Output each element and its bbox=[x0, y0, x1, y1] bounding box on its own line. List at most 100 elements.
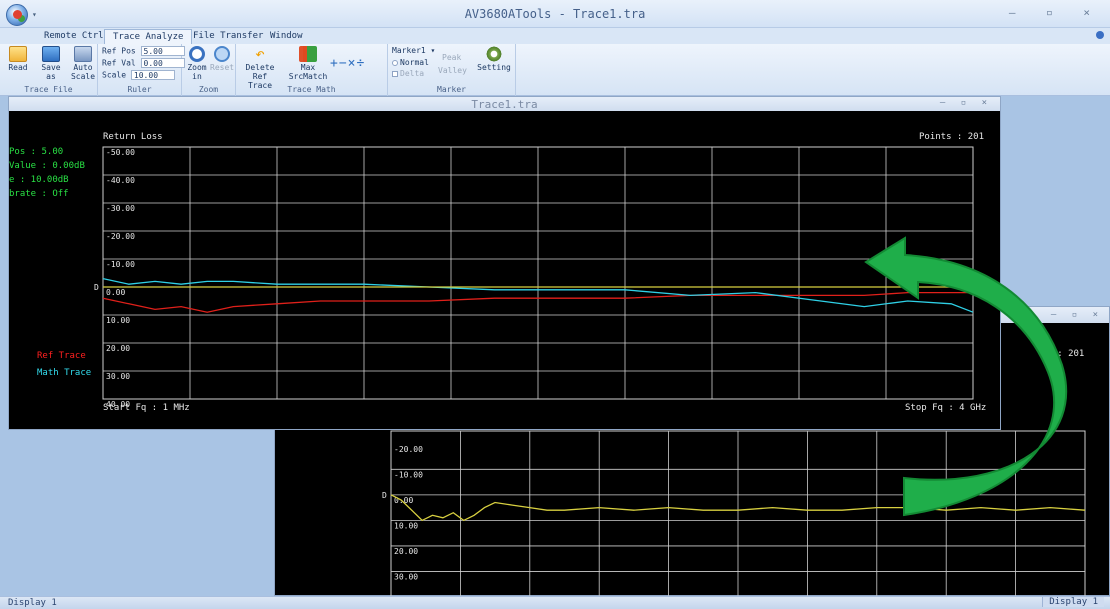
y-tick-label: 10.00 bbox=[106, 316, 130, 325]
reset-icon bbox=[214, 46, 230, 62]
max-icon bbox=[299, 46, 317, 62]
y-tick-label: -50.00 bbox=[106, 148, 135, 157]
ref-pos-row: Ref Pos 5.00 bbox=[102, 46, 185, 56]
title-bar: ▾ AV3680ATools - Trace1.tra – ▫ × bbox=[0, 0, 1110, 28]
ribbon: Read Save as Auto Scale Trace File Ref P… bbox=[0, 44, 1110, 96]
peak-button[interactable]: Peak bbox=[442, 53, 462, 62]
ref-val-input[interactable]: 0.00 bbox=[140, 58, 185, 68]
y-tick-label: 10.00 bbox=[394, 521, 418, 530]
valley-button[interactable]: Valley bbox=[438, 66, 467, 75]
y-tick-label: 30.00 bbox=[106, 372, 130, 381]
info-calibrate: brate : Off bbox=[9, 189, 69, 199]
group-marker: Marker1 ▾ Normal Delta Peak Valley Setti… bbox=[388, 44, 516, 96]
group-label-marker: Marker bbox=[437, 85, 466, 94]
group-label-trace-math: Trace Math bbox=[287, 85, 336, 94]
scale-label: Scale bbox=[102, 70, 127, 80]
setting-button[interactable]: Setting bbox=[476, 46, 512, 72]
delta-checkbox[interactable] bbox=[392, 70, 398, 77]
y-tick-label: -10.00 bbox=[106, 260, 135, 269]
y-tick-label: 40.00 bbox=[106, 400, 130, 409]
y-tick-label: -10.00 bbox=[394, 470, 423, 479]
group-trace-math: ↶ Delete Ref Trace Max SrcMatch +−×÷ Tra… bbox=[236, 44, 388, 96]
normal-label: Normal bbox=[400, 58, 429, 67]
ribbon-tabs: Remote Ctrl Trace Analyze File Transfer … bbox=[0, 28, 1110, 44]
group-ruler: Ref Pos 5.00 Ref Val 0.00 Scale 10.00 Ru… bbox=[98, 44, 185, 96]
save-as-label: Save as bbox=[41, 63, 61, 81]
auto-scale-button[interactable]: Auto Scale bbox=[70, 46, 96, 81]
y-tick-label: 30.00 bbox=[394, 572, 418, 581]
scale-input[interactable]: 10.00 bbox=[130, 70, 175, 80]
normal-option[interactable]: Normal bbox=[392, 58, 429, 67]
y-tick-label: -20.00 bbox=[106, 232, 135, 241]
trace-window-1: Trace1.tra – ▫ × Pos : 5.00 Value : 0.00… bbox=[8, 96, 1001, 430]
marker-select[interactable]: Marker1 ▾ bbox=[392, 46, 436, 55]
auto-scale-icon bbox=[74, 46, 92, 62]
status-right: Display 1 bbox=[1042, 597, 1104, 607]
ref-pos-input[interactable]: 5.00 bbox=[140, 46, 185, 56]
window-title: AV3680ATools - Trace1.tra bbox=[464, 7, 646, 21]
ref-position-marker: D bbox=[94, 283, 99, 292]
ref-val-label: Ref Val bbox=[102, 58, 136, 68]
trace-window-2-controls[interactable]: – ▫ × bbox=[1050, 310, 1103, 320]
zoom-in-icon bbox=[189, 46, 205, 62]
series-line-0 bbox=[102, 291, 973, 313]
group-label-trace-file: Trace File bbox=[24, 85, 73, 94]
group-zoom: Zoom in Reset Zoom bbox=[182, 44, 236, 96]
group-label-zoom: Zoom bbox=[198, 85, 219, 94]
info-value: Value : 0.00dB bbox=[9, 161, 85, 171]
status-left: Display 1 bbox=[8, 598, 57, 608]
y-tick-label: -30.00 bbox=[106, 204, 135, 213]
y-tick-label: 0.00 bbox=[106, 288, 125, 297]
points-label: Points : 201 bbox=[919, 132, 985, 142]
tab-file-transfer[interactable]: File Transfer bbox=[193, 31, 264, 41]
trace-window-1-titlebar: Trace1.tra – ▫ × bbox=[9, 97, 1000, 111]
ref-val-row: Ref Val 0.00 bbox=[102, 58, 185, 68]
normal-radio[interactable] bbox=[392, 59, 398, 66]
y-tick-label: 0.00 bbox=[394, 496, 413, 505]
legend-ref-trace: Ref Trace bbox=[37, 351, 86, 361]
window-controls[interactable]: – ▫ × bbox=[1008, 6, 1102, 19]
tab-trace-analyze[interactable]: Trace Analyze bbox=[104, 29, 193, 44]
ref-position-marker: D bbox=[382, 491, 387, 500]
undo-icon: ↶ bbox=[255, 44, 265, 63]
max-srcmatch-button[interactable]: Max SrcMatch bbox=[288, 46, 328, 81]
read-label: Read bbox=[8, 63, 28, 72]
reset-button[interactable]: Reset bbox=[210, 46, 234, 72]
help-icon[interactable] bbox=[1096, 31, 1104, 39]
delta-option[interactable]: Delta bbox=[392, 69, 424, 78]
info-pos: Pos : 5.00 bbox=[9, 147, 64, 157]
math-operators[interactable]: +−×÷ bbox=[330, 56, 366, 71]
scale-row: Scale 10.00 bbox=[102, 70, 175, 80]
delete-ref-trace-button[interactable]: ↶ Delete Ref Trace bbox=[240, 44, 280, 91]
chart-title: Return Loss bbox=[103, 132, 163, 142]
tab-remote-ctrl[interactable]: Remote Ctrl bbox=[44, 31, 104, 41]
trace-window-1-title: Trace1.tra bbox=[471, 98, 538, 111]
max-label: Max SrcMatch bbox=[288, 63, 328, 81]
trace-window-1-controls[interactable]: – ▫ × bbox=[939, 98, 992, 108]
auto-scale-label: Auto Scale bbox=[70, 63, 96, 81]
return-loss-plot: -50.00 -40.00 -30.00 -20.00 -10.00 0.00 10.00 2… bbox=[94, 146, 974, 409]
y-tick-label: 20.00 bbox=[106, 344, 130, 353]
y-tick-label: -20.00 bbox=[394, 445, 423, 454]
legend-math-trace: Math Trace bbox=[37, 368, 92, 378]
save-as-button[interactable]: Save as bbox=[38, 46, 64, 81]
quick-access-dropdown[interactable]: ▾ bbox=[32, 10, 37, 19]
y-tick-label: 20.00 bbox=[394, 547, 418, 556]
folder-icon bbox=[9, 46, 27, 62]
info-scale: e : 10.00dB bbox=[9, 175, 69, 185]
delete-ref-label: Delete Ref Trace bbox=[245, 63, 275, 90]
status-bar: Display 1 Display 1 bbox=[0, 596, 1110, 609]
setting-label: Setting bbox=[477, 63, 511, 72]
series-line-1 bbox=[102, 277, 974, 313]
setting-icon bbox=[485, 46, 503, 62]
app-menu-button[interactable] bbox=[6, 4, 28, 26]
reset-label: Reset bbox=[210, 63, 235, 72]
group-trace-file: Read Save as Auto Scale Trace File bbox=[0, 44, 98, 96]
read-button[interactable]: Read bbox=[6, 46, 30, 72]
zoom-in-label: Zoom in bbox=[187, 63, 207, 81]
ref-pos-label: Ref Pos bbox=[102, 46, 136, 56]
delta-label: Delta bbox=[400, 69, 425, 78]
tab-window[interactable]: Window bbox=[270, 31, 303, 41]
zoom-in-button[interactable]: Zoom in bbox=[185, 46, 209, 81]
group-label-ruler: Ruler bbox=[127, 85, 152, 94]
